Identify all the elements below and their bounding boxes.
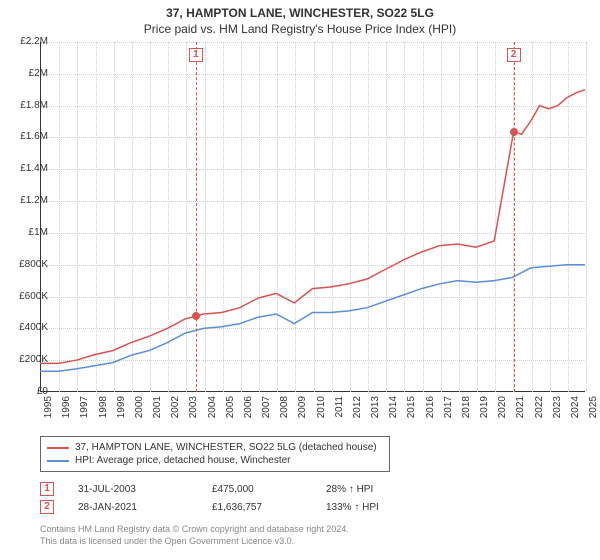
transaction-vs-hpi: 28% ↑ HPI — [326, 484, 436, 495]
transaction-date: 28-JAN-2021 — [78, 502, 188, 513]
y-tick-label: £2.2M — [8, 36, 48, 47]
attribution-line1: Contains HM Land Registry data © Crown c… — [40, 524, 570, 536]
transaction-row: 1 31-JUL-2003 £475,000 28% ↑ HPI — [40, 480, 570, 498]
sale-dot-1 — [192, 312, 200, 320]
sale-marker-2: 2 — [507, 48, 521, 62]
transactions-table: 1 31-JUL-2003 £475,000 28% ↑ HPI 2 28-JAN-202… — [40, 480, 570, 516]
transaction-vs-hpi: 133% ↑ HPI — [326, 502, 436, 513]
x-tick-label: 1996 — [61, 396, 72, 426]
legend-item: 37, HAMPTON LANE, WINCHESTER, SO22 5LG (… — [47, 441, 383, 454]
y-tick-label: £600K — [8, 291, 48, 302]
legend-box: 37, HAMPTON LANE, WINCHESTER, SO22 5LG (… — [40, 436, 390, 472]
x-tick-label: 2001 — [152, 396, 163, 426]
chart-area: 12 — [40, 42, 585, 392]
transaction-marker: 2 — [40, 500, 54, 514]
x-tick-label: 1997 — [79, 396, 90, 426]
transaction-row: 2 28-JAN-2021 £1,636,757 133% ↑ HPI — [40, 498, 570, 516]
transaction-marker: 1 — [40, 482, 54, 496]
y-tick-label: £0 — [8, 386, 48, 397]
x-axis-labels: 1995 1996 1997 1998 1999 2000 2001 2002 2003 2004… — [40, 396, 585, 436]
transaction-price: £475,000 — [212, 484, 302, 495]
x-tick-label: 2020 — [497, 396, 508, 426]
x-tick-label: 2016 — [425, 396, 436, 426]
x-tick-label: 2022 — [534, 396, 545, 426]
x-tick-label: 2007 — [261, 396, 272, 426]
x-tick-label: 2003 — [188, 396, 199, 426]
y-tick-label: £1.8M — [8, 100, 48, 111]
x-tick-label: 2021 — [515, 396, 526, 426]
x-tick-label: 2011 — [334, 396, 345, 426]
chart-title: 37, HAMPTON LANE, WINCHESTER, SO22 5LG — [0, 0, 600, 20]
x-tick-label: 2019 — [479, 396, 490, 426]
series-line — [40, 90, 585, 364]
x-tick-label: 2018 — [461, 396, 472, 426]
chart-subtitle: Price paid vs. HM Land Registry's House … — [0, 20, 600, 36]
legend-swatch — [47, 447, 69, 449]
legend-label: 37, HAMPTON LANE, WINCHESTER, SO22 5LG (… — [75, 442, 377, 453]
x-tick-label: 2006 — [243, 396, 254, 426]
x-tick-label: 1998 — [98, 396, 109, 426]
x-tick-label: 2008 — [279, 396, 290, 426]
x-tick-label: 2025 — [588, 396, 599, 426]
x-tick-label: 2012 — [352, 396, 363, 426]
x-tick-label: 2005 — [225, 396, 236, 426]
legend-swatch — [47, 460, 69, 462]
sale-marker-1: 1 — [189, 48, 203, 62]
y-tick-label: £200K — [8, 354, 48, 365]
transaction-price: £1,636,757 — [212, 502, 302, 513]
x-tick-label: 2014 — [388, 396, 399, 426]
x-tick-label: 2002 — [170, 396, 181, 426]
x-tick-label: 2024 — [570, 396, 581, 426]
series-line — [40, 265, 585, 372]
x-tick-label: 2004 — [207, 396, 218, 426]
y-tick-label: £1M — [8, 227, 48, 238]
chart-container: 37, HAMPTON LANE, WINCHESTER, SO22 5LG P… — [0, 0, 600, 560]
x-tick-label: 1999 — [116, 396, 127, 426]
y-tick-label: £1.2M — [8, 195, 48, 206]
x-tick-label: 2010 — [316, 396, 327, 426]
chart-svg — [40, 42, 585, 392]
y-tick-label: £1.6M — [8, 131, 48, 142]
x-tick-label: 2000 — [134, 396, 145, 426]
y-tick-label: £800K — [8, 259, 48, 270]
x-tick-label: 2017 — [443, 396, 454, 426]
attribution-text: Contains HM Land Registry data © Crown c… — [40, 524, 570, 547]
y-tick-label: £400K — [8, 322, 48, 333]
transaction-date: 31-JUL-2003 — [78, 484, 188, 495]
attribution-line2: This data is licensed under the Open Gov… — [40, 536, 570, 548]
legend-item: HPI: Average price, detached house, Winc… — [47, 454, 383, 467]
legend-label: HPI: Average price, detached house, Winc… — [75, 455, 291, 466]
y-tick-label: £2M — [8, 68, 48, 79]
sale-dot-2 — [510, 128, 518, 136]
x-tick-label: 1995 — [43, 396, 54, 426]
x-tick-label: 2023 — [552, 396, 563, 426]
x-tick-label: 2013 — [370, 396, 381, 426]
x-tick-label: 2009 — [297, 396, 308, 426]
x-tick-label: 2015 — [406, 396, 417, 426]
y-tick-label: £1.4M — [8, 163, 48, 174]
